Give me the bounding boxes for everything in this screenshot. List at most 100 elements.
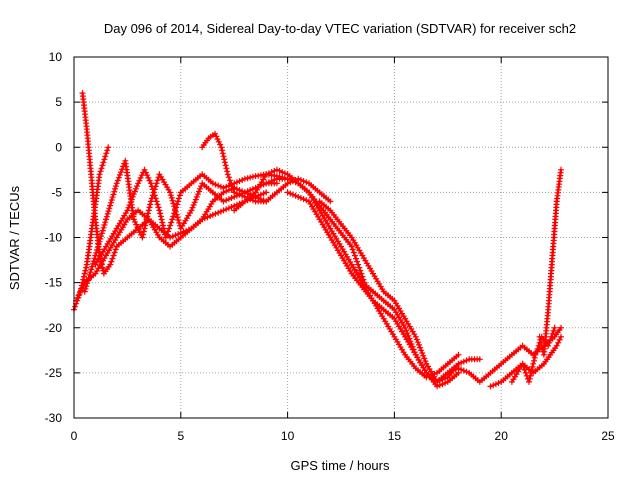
data-point <box>137 174 144 181</box>
data-point <box>94 247 100 253</box>
data-point <box>522 369 529 376</box>
data-point <box>520 363 527 370</box>
data-point <box>426 373 433 380</box>
data-point <box>220 184 227 191</box>
data-point <box>530 360 537 367</box>
data-point <box>148 183 155 190</box>
data-point <box>98 233 105 240</box>
data-point <box>146 177 153 184</box>
data-point <box>405 332 412 339</box>
data-point <box>104 147 111 154</box>
data-point <box>80 276 87 283</box>
data-point <box>160 222 166 229</box>
data-point <box>168 219 175 226</box>
data-point <box>536 333 543 340</box>
data-point <box>223 165 230 172</box>
data-point <box>126 202 133 208</box>
data-point <box>213 133 220 140</box>
data-point <box>151 192 158 199</box>
data-point <box>147 201 154 208</box>
y-tick-label: -25 <box>45 366 63 380</box>
data-point <box>157 210 164 217</box>
data-point <box>190 202 197 208</box>
data-point <box>93 249 100 256</box>
data-point <box>528 369 535 376</box>
data-point <box>169 197 176 204</box>
data-point <box>327 198 334 205</box>
series-6 <box>199 130 334 205</box>
data-point <box>289 178 296 185</box>
series-9 <box>284 189 462 390</box>
data-point <box>247 187 254 194</box>
series-8 <box>263 175 368 286</box>
data-point <box>533 348 540 355</box>
data-point <box>215 182 222 189</box>
x-axis-tick-labels: 0 5 10 15 20 25 <box>71 429 615 443</box>
data-point <box>519 360 526 367</box>
data-point <box>131 188 138 195</box>
data-point <box>134 183 140 190</box>
data-point <box>419 350 426 356</box>
data-point <box>220 153 227 160</box>
data-point <box>173 204 180 211</box>
data-point <box>265 170 272 177</box>
data-point <box>212 181 219 188</box>
data-point <box>452 366 459 373</box>
data-point <box>94 244 101 251</box>
data-point <box>169 233 176 240</box>
data-point <box>223 197 230 204</box>
data-point <box>349 246 356 253</box>
data-point <box>153 180 160 187</box>
x-tick-label: 20 <box>495 429 509 443</box>
data-point <box>354 258 360 265</box>
data-point <box>555 339 562 346</box>
data-point <box>108 199 114 206</box>
data-point <box>263 189 270 196</box>
tick-marks <box>73 56 609 419</box>
data-point <box>212 210 219 217</box>
data-point <box>110 191 117 198</box>
data-point <box>147 198 154 205</box>
data-point <box>201 215 208 222</box>
data-point <box>167 189 174 196</box>
data-point <box>90 258 97 265</box>
data-point <box>170 200 177 207</box>
data-point <box>558 166 564 173</box>
data-point <box>135 180 142 187</box>
data-point <box>171 210 178 217</box>
data-point <box>87 269 94 276</box>
data-point <box>138 172 145 179</box>
data-point <box>189 204 196 211</box>
data-point <box>144 172 151 179</box>
data-point <box>124 207 131 214</box>
data-point <box>212 130 218 137</box>
data-point <box>284 189 291 196</box>
data-point <box>104 210 111 217</box>
data-point <box>100 159 107 166</box>
data-point <box>197 185 203 192</box>
y-tick-label: -10 <box>45 231 63 245</box>
y-axis-tick-labels: 10 5 0 -5 -10 -15 -20 -25 -30 <box>45 50 63 425</box>
data-point <box>109 194 116 201</box>
data-point <box>214 136 221 143</box>
data-point <box>420 352 427 359</box>
data-point <box>175 231 182 238</box>
data-point <box>99 162 106 169</box>
data-point <box>111 188 118 195</box>
data-point <box>231 189 238 196</box>
data-point <box>72 303 79 310</box>
data-point <box>144 213 151 220</box>
data-point <box>116 171 123 178</box>
data-point <box>532 351 539 358</box>
x-tick-label: 25 <box>601 429 615 443</box>
data-point <box>167 192 174 199</box>
data-point <box>103 213 110 220</box>
data-point <box>145 207 152 214</box>
data-point <box>111 249 118 256</box>
data-point <box>81 288 88 295</box>
data-point <box>92 252 99 259</box>
data-point <box>112 246 119 253</box>
series-13 <box>487 333 564 390</box>
data-point <box>460 358 467 365</box>
data-point <box>106 205 113 212</box>
